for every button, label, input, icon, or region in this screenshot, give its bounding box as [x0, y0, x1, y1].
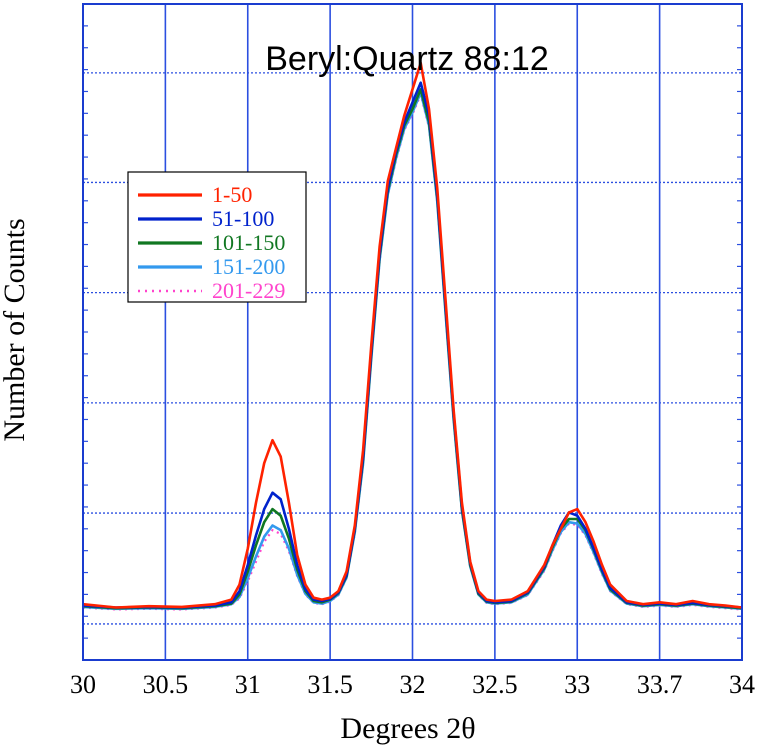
legend-label-51-100: 51-100: [212, 206, 274, 231]
x-tick-labels: 30 30.5 31 31.5 32 32.5 33 33.7 34: [70, 670, 755, 699]
series-line-1-50: [82, 61, 743, 609]
x-tick-label: 30.5: [143, 670, 189, 699]
series-line-51-100: [82, 81, 743, 609]
x-axis-title: Degrees 2θ: [340, 712, 475, 745]
x-tick-label: 31.5: [307, 670, 353, 699]
legend-label-101-150: 101-150: [212, 230, 285, 255]
vertical-gridlines: [164, 4, 661, 660]
x-tick-label: 32.5: [472, 670, 518, 699]
y-axis-title: Number of Counts: [0, 218, 31, 441]
x-tick-label: 33.7: [637, 670, 683, 699]
legend-label-201-229: 201-229: [212, 278, 285, 303]
chart-title: Beryl:Quartz 88:12: [265, 40, 548, 78]
legend-label-151-200: 151-200: [212, 254, 285, 279]
x-tick-label: 33: [564, 670, 590, 699]
legend-label-1-50: 1-50: [212, 182, 252, 207]
plot-frame: [82, 3, 743, 661]
x-tick-label: 34: [729, 670, 755, 699]
x-tick-label: 30: [70, 670, 96, 699]
series-layer: [82, 61, 743, 611]
x-tick-label: 31: [235, 670, 261, 699]
x-tick-label: 32: [400, 670, 426, 699]
